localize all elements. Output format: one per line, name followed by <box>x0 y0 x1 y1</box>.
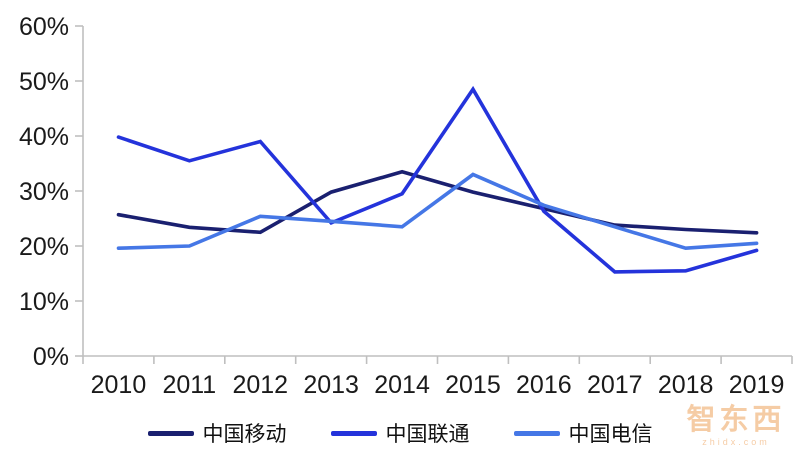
x-tick-label: 2015 <box>445 371 501 399</box>
legend-swatch-icon <box>513 430 560 436</box>
y-tick-label: 10% <box>19 288 69 316</box>
legend-item-2: 中国电信 <box>513 418 653 448</box>
series-line-1 <box>116 85 759 274</box>
legend-label: 中国联通 <box>385 422 470 446</box>
x-tick-label: 2011 <box>162 371 216 399</box>
x-tick-label: 2012 <box>232 371 288 399</box>
x-tick-label: 2016 <box>516 371 572 399</box>
legend-swatch-icon <box>147 430 194 436</box>
legend-label: 中国电信 <box>568 422 653 446</box>
x-tick-label: 2019 <box>729 371 785 399</box>
x-tick-label: 2018 <box>658 371 714 399</box>
chart-legend: 中国移动 中国联通 中国电信 <box>0 417 800 449</box>
y-tick-label: 40% <box>19 123 69 151</box>
x-tick-label: 2014 <box>374 371 430 399</box>
x-tick-label: 2017 <box>587 371 643 399</box>
legend-label: 中国移动 <box>202 422 287 446</box>
y-tick-label: 50% <box>19 68 69 96</box>
legend-item-0: 中国移动 <box>147 418 287 448</box>
series-line-2 <box>116 172 759 251</box>
y-tick-label: 60% <box>19 13 69 41</box>
y-tick-label: 30% <box>19 178 69 206</box>
legend-item-1: 中国联通 <box>330 418 470 448</box>
y-tick-label: 20% <box>19 233 69 261</box>
x-tick-label: 2013 <box>303 371 359 399</box>
x-tick-label: 2010 <box>91 371 147 399</box>
legend-swatch-icon <box>330 430 377 436</box>
y-tick-label: 0% <box>33 343 69 371</box>
